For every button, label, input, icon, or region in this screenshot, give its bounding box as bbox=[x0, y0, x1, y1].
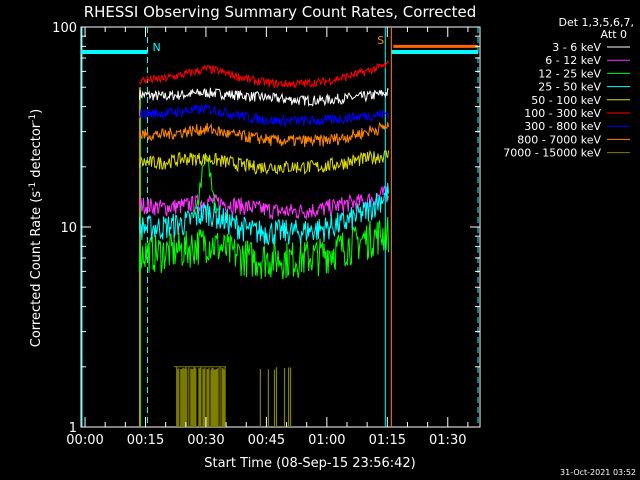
series-12-25-kev bbox=[138, 216, 389, 280]
x-tick-label: 01:00 bbox=[308, 433, 345, 448]
series-800-7000-kev bbox=[138, 121, 389, 148]
x-tick-label: 00:30 bbox=[187, 433, 224, 448]
legend-label: 12 - 25 keV bbox=[538, 67, 601, 80]
x-tick-label: 00:00 bbox=[66, 433, 103, 448]
series-50-100-kev bbox=[138, 149, 389, 176]
legend-label: 300 - 800 keV bbox=[524, 120, 601, 133]
series-7000-15000-kev bbox=[173, 366, 292, 427]
y-tick-label: 1 bbox=[69, 421, 77, 436]
y-tick-label: 10 bbox=[60, 221, 77, 236]
x-axis-label: Start Time (08-Sep-15 23:56:42) bbox=[204, 456, 415, 471]
series-100-300-kev bbox=[138, 60, 389, 89]
legend-label: 50 - 100 keV bbox=[531, 94, 601, 107]
legend-label: 100 - 300 keV bbox=[524, 107, 601, 120]
legend-label: 6 - 12 keV bbox=[545, 54, 601, 67]
legend-header-1: Det 1,3,5,6,7, bbox=[558, 16, 634, 29]
timestamp: 31-Oct-2021 03:52 bbox=[560, 468, 636, 477]
y-tick-label: 100 bbox=[52, 21, 77, 36]
chart-title: RHESSI Observing Summary Count Rates, Co… bbox=[84, 3, 477, 21]
series-6-12-kev bbox=[138, 185, 389, 221]
legend-label: 3 - 6 keV bbox=[552, 41, 601, 54]
legend-label: 800 - 7000 keV bbox=[517, 133, 601, 146]
x-tick-label: 00:45 bbox=[248, 433, 285, 448]
night-label: N bbox=[153, 41, 161, 54]
x-tick-label: 01:15 bbox=[369, 433, 406, 448]
legend-label: 7000 - 15000 keV bbox=[503, 147, 601, 160]
x-tick-label: 01:30 bbox=[429, 433, 466, 448]
y-axis-label: Corrected Count Rate (s-1 detector-1) bbox=[28, 109, 44, 347]
series-300-800-kev bbox=[138, 103, 389, 127]
x-tick-label: 00:15 bbox=[127, 433, 164, 448]
series-3-6-kev bbox=[138, 87, 389, 107]
series-25-50-kev bbox=[138, 182, 389, 246]
legend-label: 25 - 50 keV bbox=[538, 81, 601, 94]
legend-header-2: Att 0 bbox=[601, 28, 627, 41]
saa-label: S bbox=[377, 34, 384, 47]
series-layer bbox=[138, 60, 389, 427]
axis-ticks: 1 10 100 00:00 00:15 00:30 00:45 01:00 01:15 01:3… bbox=[52, 21, 480, 448]
